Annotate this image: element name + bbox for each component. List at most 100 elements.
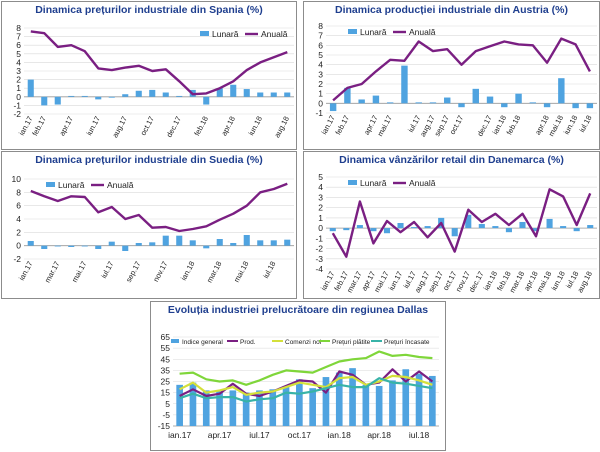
legend-label: Anuală — [261, 29, 288, 39]
chart-panel-sweden: Dinamica prețurilor industriale din Sued… — [1, 151, 297, 299]
bar-indice-general — [229, 390, 237, 426]
line-series — [179, 350, 433, 386]
bar-lunara — [243, 235, 250, 246]
bar-indice-general — [402, 369, 410, 426]
chart-title: Dinamica prețurilor industriale din Span… — [35, 4, 263, 16]
bar-lunara — [270, 240, 277, 246]
y-tick-label: 55 — [161, 343, 171, 353]
x-tick-label: iun.18 — [562, 114, 580, 136]
bar-lunara — [558, 78, 565, 104]
bar-lunara — [501, 103, 508, 108]
bar-lunara — [81, 95, 88, 97]
bar-lunara — [587, 225, 594, 229]
x-tick-label: mai.17 — [70, 260, 89, 284]
y-tick-label: 4 — [16, 214, 21, 224]
legend-swatch-lunara — [348, 180, 357, 185]
y-tick-label: 35 — [161, 365, 171, 375]
bar-lunara — [429, 102, 437, 104]
bar-lunara — [358, 99, 365, 104]
x-tick-label: feb.18 — [192, 115, 210, 138]
y-tick-label: 0 — [16, 92, 21, 102]
bar-lunara — [149, 89, 156, 97]
bar-lunara — [135, 243, 142, 246]
y-tick-label: 3 — [318, 192, 323, 202]
x-tick-label: sep.17 — [124, 260, 143, 284]
bar-lunara — [122, 94, 129, 97]
bar-lunara — [397, 223, 404, 229]
x-tick-label: mar.18 — [205, 260, 224, 284]
bar-lunara — [478, 224, 485, 229]
y-tick-label: 5 — [318, 172, 323, 182]
bar-indice-general — [349, 368, 356, 426]
bar-lunara — [270, 92, 277, 97]
line-anuala — [331, 188, 592, 258]
y-tick-label: 2 — [318, 203, 323, 213]
bar-indice-general — [282, 385, 290, 426]
bar-lunara — [162, 92, 169, 97]
y-tick-label: 1 — [318, 89, 323, 99]
y-tick-label: 6 — [318, 40, 323, 50]
y-tick-label: 0 — [16, 241, 21, 251]
x-tick-label: feb.18 — [505, 114, 523, 137]
y-tick-label: 2 — [16, 75, 21, 85]
x-tick-label: apr.18 — [219, 115, 237, 138]
bar-lunara — [41, 96, 48, 106]
bar-lunara — [505, 228, 512, 233]
bar-lunara — [203, 96, 210, 105]
x-tick-label: iun.17 — [84, 115, 102, 137]
bar-lunara — [401, 65, 408, 104]
y-tick-label: 6 — [16, 40, 21, 50]
y-tick-label: 1 — [16, 83, 21, 93]
bar-lunara — [41, 245, 48, 249]
bar-lunara — [176, 95, 183, 97]
bar-lunara — [108, 96, 115, 98]
bar-lunara — [532, 228, 540, 232]
y-tick-label: 15 — [161, 388, 171, 398]
bar-lunara — [135, 90, 142, 97]
bar-lunara — [257, 92, 264, 97]
legend-label: Lunară — [360, 27, 387, 37]
chart-title: Dinamica vânzărilor retail din Danemarca… — [339, 154, 564, 166]
y-tick-label: 0 — [318, 98, 323, 108]
bar-lunara — [243, 89, 250, 97]
x-tick-label: oct.17 — [448, 114, 466, 136]
bar-lunara — [95, 245, 102, 249]
x-tick-label: iun.18 — [549, 270, 567, 292]
x-tick-label: aug.17 — [110, 115, 129, 139]
legend-label: Comenzi noi — [285, 339, 321, 346]
bar-lunara — [372, 95, 380, 104]
y-tick-label: 7 — [318, 31, 323, 41]
y-tick-label: -5 — [162, 410, 170, 420]
bar-indice-general — [202, 390, 210, 426]
y-tick-label: -2 — [315, 244, 323, 254]
bar-lunara — [329, 228, 336, 232]
y-tick-label: 4 — [318, 182, 323, 192]
bar-lunara — [344, 87, 351, 104]
y-tick-label: 2 — [318, 79, 323, 89]
bar-lunara — [458, 103, 465, 108]
x-tick-label: ian.17 — [168, 430, 191, 440]
bar-lunara — [176, 235, 183, 246]
bar-indice-general — [429, 375, 436, 426]
line-anuala — [30, 30, 288, 96]
x-tick-label: oct.17 — [138, 115, 156, 137]
bar-lunara — [284, 239, 291, 246]
y-tick-label: 65 — [161, 332, 171, 342]
bar-indice-general — [375, 385, 383, 426]
x-tick-label: dec.17 — [475, 114, 494, 138]
bar-lunara — [573, 228, 580, 232]
bar-lunara — [162, 235, 169, 246]
bar-lunara — [284, 92, 291, 97]
bar-lunara — [27, 79, 34, 97]
x-tick-label: iul.17 — [249, 430, 270, 440]
legend-label: Indice general — [182, 339, 223, 346]
y-tick-label: -2 — [13, 109, 21, 119]
bar-lunara — [68, 95, 75, 97]
legend-label: Lunară — [212, 29, 239, 39]
x-tick-label: apr.17 — [208, 430, 232, 440]
chart-title: Evoluția industriei prelucrătoare din re… — [167, 304, 429, 316]
legend-label: Anuală — [107, 180, 134, 190]
line-series — [179, 368, 434, 398]
y-tick-label: 4 — [318, 60, 323, 70]
